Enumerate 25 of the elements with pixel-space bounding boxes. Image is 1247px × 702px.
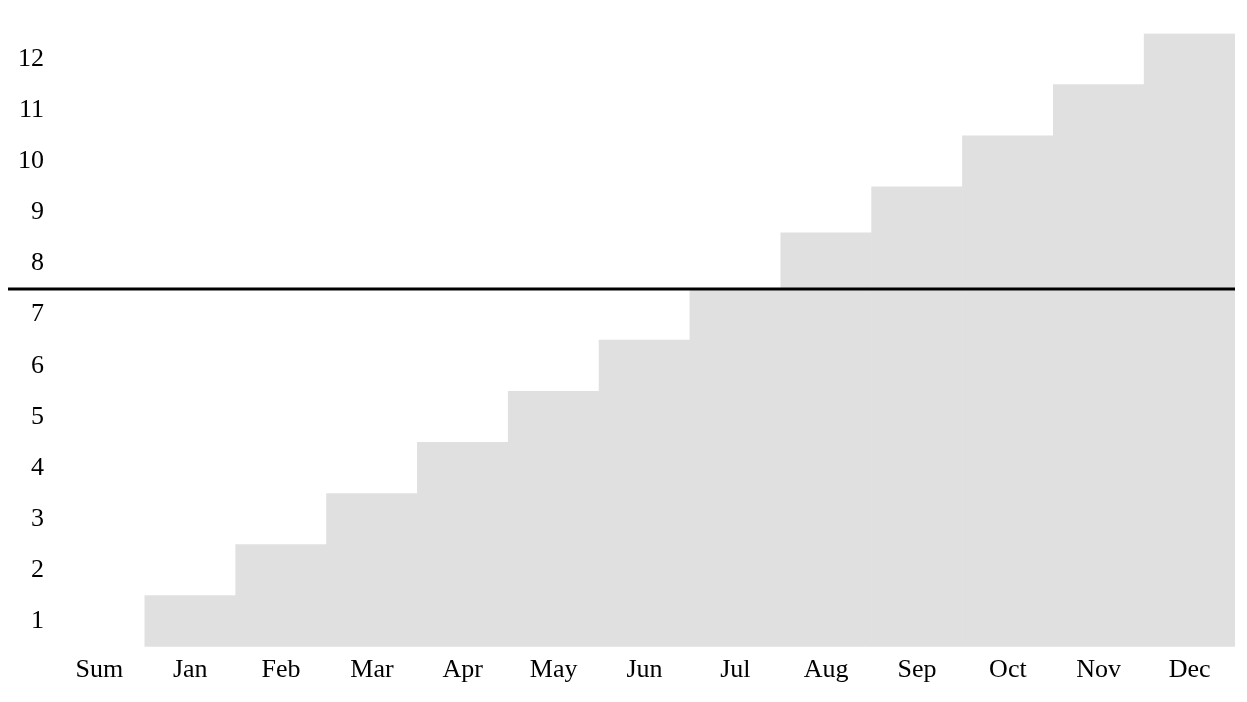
y-tick-label: 12 bbox=[18, 42, 44, 72]
x-tick-label: Nov bbox=[1076, 654, 1122, 684]
x-tick-label: Apr bbox=[442, 654, 484, 684]
x-tick-label: Sep bbox=[897, 654, 937, 684]
y-tick-label: 5 bbox=[31, 400, 44, 430]
y-tick-label: 1 bbox=[31, 605, 44, 635]
x-tick-label: Jun bbox=[626, 654, 663, 684]
y-tick-label: 9 bbox=[31, 196, 44, 226]
y-tick-label: 8 bbox=[31, 247, 44, 277]
y-tick-label: 11 bbox=[18, 94, 44, 124]
x-tick-label: Jan bbox=[172, 654, 208, 684]
y-tick-label: 7 bbox=[31, 298, 44, 328]
x-tick-label: May bbox=[529, 654, 578, 684]
x-tick-label: Feb bbox=[261, 654, 301, 684]
y-tick-label: 10 bbox=[18, 145, 44, 175]
y-tick-label: 4 bbox=[31, 451, 44, 481]
y-tick-label: 3 bbox=[31, 502, 44, 532]
x-tick-label: Aug bbox=[803, 654, 849, 684]
y-tick-label: 6 bbox=[31, 349, 44, 379]
x-tick-label: Dec bbox=[1168, 654, 1211, 684]
x-tick-label: Oct bbox=[989, 654, 1028, 684]
x-tick-label: Mar bbox=[350, 654, 394, 684]
y-tick-label: 2 bbox=[31, 553, 44, 583]
x-tick-label: Sum bbox=[75, 654, 124, 684]
x-tick-label: Jul bbox=[720, 654, 751, 684]
